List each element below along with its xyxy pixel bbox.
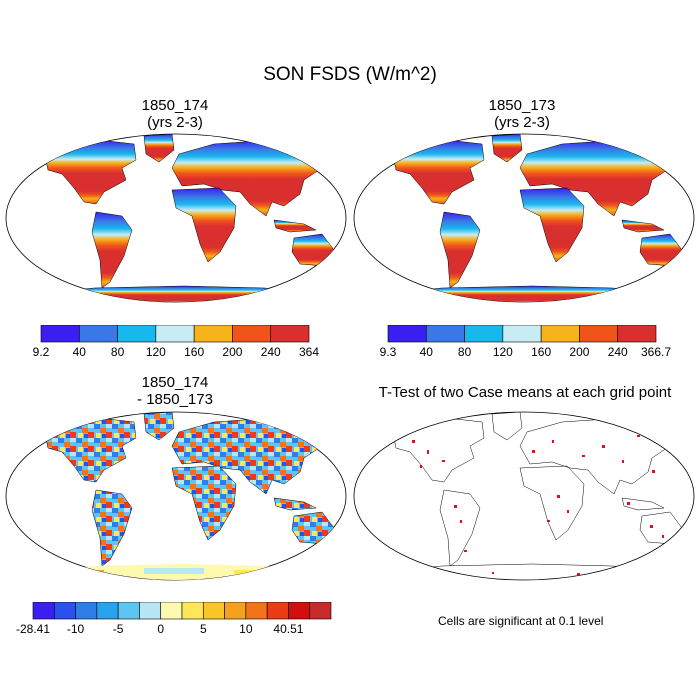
colorbar-1: 9.2 40 80 120 160 200 240 364 bbox=[33, 325, 319, 359]
colorbar-2-swatch-7 bbox=[617, 325, 657, 343]
colorbar-2-label-4: 120 bbox=[493, 345, 513, 359]
map-panel-1 bbox=[5, 133, 347, 303]
colorbar-1-label-5: 160 bbox=[184, 345, 204, 359]
colorbar-3-swatch-8 bbox=[181, 602, 204, 620]
colorbar-2-label-6: 200 bbox=[569, 345, 589, 359]
panel-3-title-line1: 1850_174 bbox=[141, 374, 209, 391]
map-panel-2 bbox=[353, 133, 695, 303]
colorbar-1-swatch-2 bbox=[78, 325, 118, 343]
colorbar-1-label-3: 80 bbox=[111, 345, 125, 359]
colorbar-1-label-4: 120 bbox=[146, 345, 166, 359]
colorbar-1-swatch-1 bbox=[40, 325, 80, 343]
colorbar-3-label-7: 40.51 bbox=[273, 622, 303, 636]
colorbar-2-label-1: 9.3 bbox=[380, 345, 397, 359]
colorbar-2-swatch-4 bbox=[502, 325, 542, 343]
colorbar-3-label-6: 10 bbox=[239, 622, 253, 636]
panel-3-title-line2: - 1850_173 bbox=[137, 391, 213, 408]
colorbar-1-swatch-5 bbox=[193, 325, 233, 343]
colorbar-2-swatch-6 bbox=[579, 325, 619, 343]
land-indonesia bbox=[273, 219, 317, 233]
colorbar-1-swatch-4 bbox=[155, 325, 195, 343]
colorbar-1-label-2: 40 bbox=[73, 345, 87, 359]
colorbar-2: 9.3 40 80 120 160 200 240 366.7 bbox=[380, 325, 671, 359]
map-panel-4 bbox=[353, 411, 695, 581]
colorbar-3-swatch-14 bbox=[309, 602, 332, 620]
colorbar-1-swatch-3 bbox=[117, 325, 157, 343]
colorbar-2-swatch-5 bbox=[540, 325, 580, 343]
colorbar-2-label-3: 80 bbox=[458, 345, 472, 359]
colorbar-2-label-7: 240 bbox=[608, 345, 628, 359]
colorbar-3: -28.41 -10 -5 0 5 10 40.51 bbox=[16, 602, 332, 636]
significant-cells bbox=[412, 435, 664, 575]
colorbar-1-swatch-7 bbox=[270, 325, 310, 343]
colorbar-3-swatch-5 bbox=[117, 602, 140, 620]
panel-title-4: T-Test of two Case means at each grid po… bbox=[355, 384, 695, 401]
panel-1-title-line1: 1850_174 bbox=[141, 97, 209, 114]
land-africa bbox=[171, 187, 237, 263]
colorbar-2-swatch-1 bbox=[387, 325, 427, 343]
panel-title-2: 1850_173 (yrs 2-3) bbox=[407, 97, 637, 131]
colorbar-3-swatch-6 bbox=[139, 602, 162, 620]
colorbar-1-label-8: 364 bbox=[299, 345, 319, 359]
main-title: SON FSDS (W/m^2) bbox=[263, 64, 437, 85]
colorbar-3-swatch-2 bbox=[53, 602, 76, 620]
panel-4-title-line1: T-Test of two Case means at each grid po… bbox=[378, 384, 672, 401]
colorbar-2-swatch-2 bbox=[425, 325, 465, 343]
colorbar-2-label-5: 160 bbox=[531, 345, 551, 359]
panel-2-title-line2: (yrs 2-3) bbox=[494, 114, 550, 131]
colorbar-3-swatch-3 bbox=[75, 602, 98, 620]
colorbar-2-swatch-3 bbox=[464, 325, 504, 343]
colorbar-1-label-6: 200 bbox=[222, 345, 242, 359]
panel-title-1: 1850_174 (yrs 2-3) bbox=[60, 97, 290, 131]
colorbar-3-swatch-11 bbox=[245, 602, 268, 620]
colorbar-1-swatch-6 bbox=[232, 325, 272, 343]
colorbar-3-swatch-12 bbox=[266, 602, 289, 620]
colorbar-3-label-1: -28.41 bbox=[16, 622, 50, 636]
colorbar-3-swatch-7 bbox=[160, 602, 183, 620]
colorbar-1-label-7: 240 bbox=[261, 345, 281, 359]
colorbar-3-swatch-10 bbox=[224, 602, 247, 620]
colorbar-2-label-8: 366.7 bbox=[641, 345, 671, 359]
panel-title-3: 1850_174 - 1850_173 bbox=[60, 374, 290, 408]
significance-note: Cells are significant at 0.1 level bbox=[438, 614, 604, 628]
land-greenland bbox=[143, 134, 175, 163]
map-panel-3 bbox=[5, 411, 347, 581]
colorbar-3-label-5: 5 bbox=[200, 622, 207, 636]
colorbar-3-swatch-13 bbox=[288, 602, 311, 620]
colorbar-3-label-2: -10 bbox=[67, 622, 85, 636]
land-south-america bbox=[91, 211, 133, 289]
land-antarctica bbox=[23, 285, 335, 302]
colorbar-3-label-4: 0 bbox=[157, 622, 164, 636]
colorbar-3-label-3: -5 bbox=[113, 622, 124, 636]
colorbar-2-label-2: 40 bbox=[420, 345, 434, 359]
colorbar-1-label-1: 9.2 bbox=[33, 345, 50, 359]
colorbar-3-swatch-1 bbox=[32, 602, 55, 620]
panel-2-title-line1: 1850_173 bbox=[488, 97, 556, 114]
panel-1-title-line2: (yrs 2-3) bbox=[147, 114, 203, 131]
land-north-america bbox=[43, 139, 137, 205]
colorbar-3-swatch-4 bbox=[96, 602, 119, 620]
colorbar-3-swatch-9 bbox=[202, 602, 225, 620]
